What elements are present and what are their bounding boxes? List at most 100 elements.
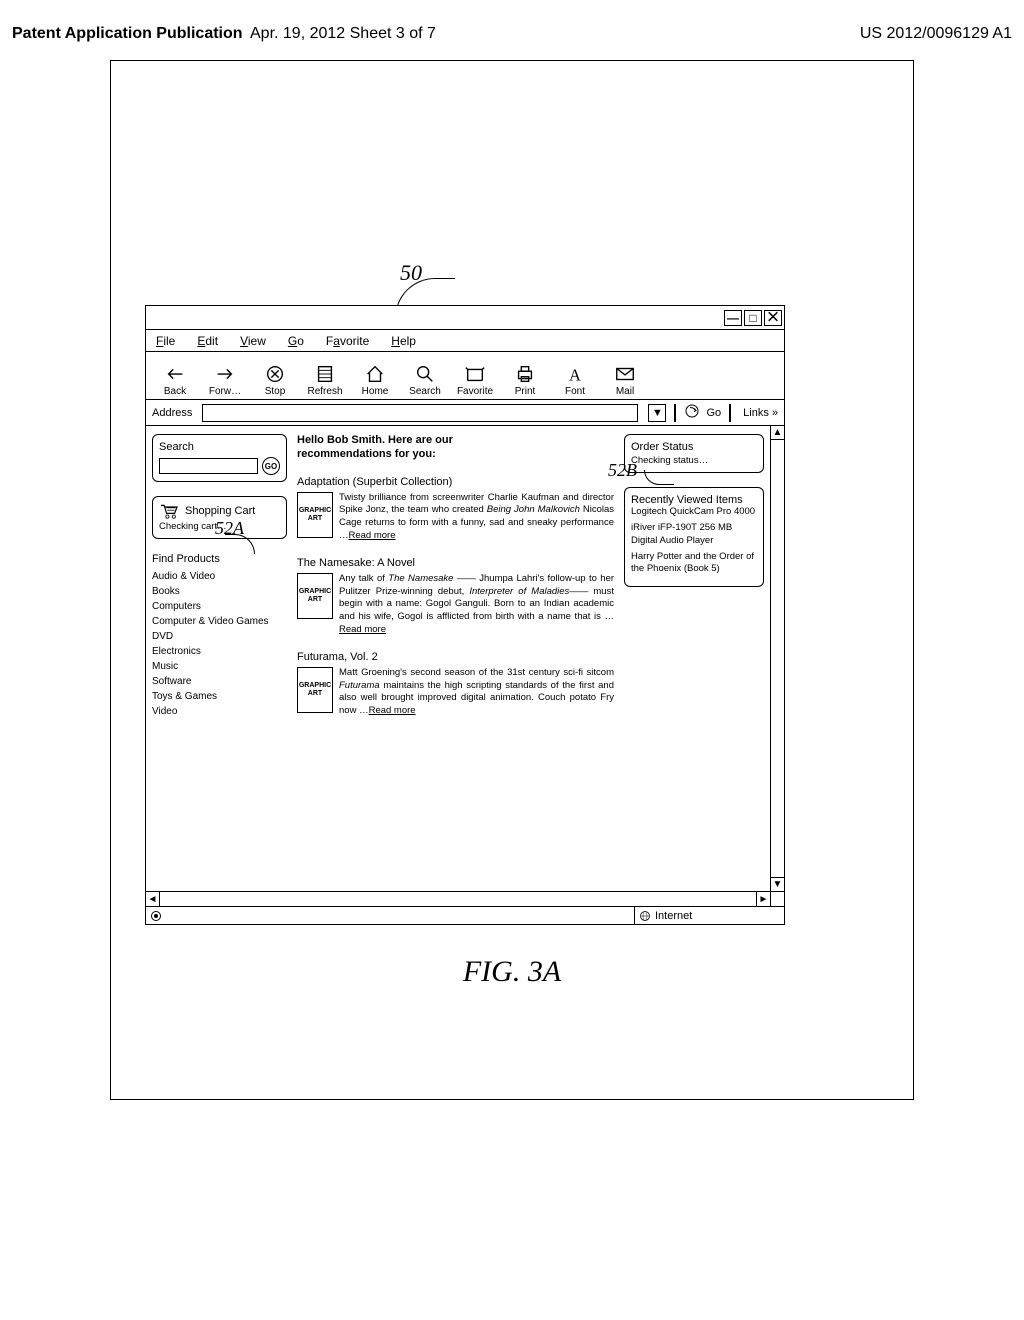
figure-label: FIG. 3A xyxy=(0,955,1024,989)
greeting: Hello Bob Smith. Here are our recommenda… xyxy=(297,434,477,462)
menu-favorite[interactable]: Favorite xyxy=(326,334,369,348)
font-icon: A xyxy=(564,363,586,385)
menu-edit[interactable]: Edit xyxy=(197,334,218,348)
read-more-link[interactable]: Read more xyxy=(369,705,416,716)
address-input[interactable] xyxy=(202,404,638,422)
recommendation: The Namesake: A Novel GRAPHIC ARTAny talk… xyxy=(297,557,614,637)
pub-header-right: US 2012/0096129 A1 xyxy=(860,25,1012,43)
status-icon xyxy=(150,910,162,922)
font-button[interactable]: A Font xyxy=(556,363,594,397)
stop-icon xyxy=(264,363,286,385)
rec-body: GRAPHIC ARTTwisty brilliance from screen… xyxy=(297,492,614,543)
category-item[interactable]: Electronics xyxy=(152,644,287,659)
category-item[interactable]: Computer & Video Games xyxy=(152,614,287,629)
maximize-button[interactable]: □ xyxy=(744,310,762,326)
go-label[interactable]: Go xyxy=(706,407,721,419)
horizontal-scrollbar[interactable]: ◄ ► xyxy=(146,892,784,906)
category-item[interactable]: Toys & Games xyxy=(152,689,287,704)
stop-button[interactable]: Stop xyxy=(256,363,294,397)
graphic-art-placeholder: GRAPHIC ART xyxy=(297,573,333,619)
category-item[interactable]: Video xyxy=(152,704,287,719)
categories-panel: Find Products Audio & VideoBooksComputer… xyxy=(152,553,287,719)
order-status-title: Order Status xyxy=(631,441,757,453)
read-more-link[interactable]: Read more xyxy=(339,624,386,635)
menubar: File Edit View Go Favorite Help xyxy=(146,330,784,352)
search-button[interactable]: Search xyxy=(406,363,444,397)
address-dropdown[interactable]: ▼ xyxy=(648,404,666,422)
mail-button[interactable]: Mail xyxy=(606,363,644,397)
recent-item[interactable]: iRiver iFP-190T 256 MB Digital Audio Pla… xyxy=(631,522,757,547)
forward-button[interactable]: Forw… xyxy=(206,363,244,397)
category-item[interactable]: Computers xyxy=(152,599,287,614)
menu-go[interactable]: Go xyxy=(288,334,304,348)
graphic-art-placeholder: GRAPHIC ART xyxy=(297,492,333,538)
scroll-down-icon[interactable]: ▼ xyxy=(771,877,784,891)
recently-viewed-list: Logitech QuickCam Pro 4000 iRiver iFP-190… xyxy=(631,506,757,576)
read-more-link[interactable]: Read more xyxy=(349,530,396,541)
page-body: Search GO Shopping Cart Checking cart… F… xyxy=(146,426,770,891)
rec-text: Any talk of The Namesake —— Jhumpa Lahri… xyxy=(339,573,614,637)
mail-icon xyxy=(614,363,636,385)
recently-viewed-panel: Recently Viewed Items Logitech QuickCam … xyxy=(624,487,764,587)
vertical-scrollbar[interactable]: ▲ ▼ xyxy=(770,426,784,891)
rec-title[interactable]: Adaptation (Superbit Collection) xyxy=(297,476,614,488)
menu-help[interactable]: Help xyxy=(391,334,416,348)
right-column: Order Status Checking status… Recently V… xyxy=(624,434,764,883)
close-button[interactable]: ⨉ xyxy=(764,310,782,326)
favorite-button[interactable]: Favorite xyxy=(456,363,494,397)
home-icon xyxy=(364,363,386,385)
category-item[interactable]: Music xyxy=(152,659,287,674)
toolbar-sep xyxy=(674,404,676,422)
favorite-icon xyxy=(464,363,486,385)
print-button[interactable]: Print xyxy=(506,363,544,397)
globe-icon xyxy=(639,910,651,922)
rec-body: GRAPHIC ARTAny talk of The Namesake —— J… xyxy=(297,573,614,637)
menu-file[interactable]: File xyxy=(156,334,175,348)
scroll-corner xyxy=(770,892,784,906)
recommendation: Futurama, Vol. 2 GRAPHIC ARTMatt Groening… xyxy=(297,651,614,718)
cart-icon xyxy=(159,503,179,519)
hscroll-track[interactable] xyxy=(160,892,756,906)
recent-item[interactable]: Logitech QuickCam Pro 4000 xyxy=(631,506,757,518)
svg-text:A: A xyxy=(569,365,581,384)
scroll-track[interactable] xyxy=(771,440,784,877)
search-go-button[interactable]: GO xyxy=(262,457,280,475)
search-icon xyxy=(414,363,436,385)
refresh-button[interactable]: Refresh xyxy=(306,363,344,397)
rec-text: Twisty brilliance from screenwriter Char… xyxy=(339,492,614,543)
ref-52B: 52B xyxy=(608,460,637,481)
scroll-up-icon[interactable]: ▲ xyxy=(771,426,784,440)
rec-title[interactable]: The Namesake: A Novel xyxy=(297,557,614,569)
category-item[interactable]: Books xyxy=(152,584,287,599)
order-status-text: Checking status… xyxy=(631,455,757,466)
address-label: Address xyxy=(152,407,192,419)
category-list: Audio & VideoBooksComputersComputer & Vi… xyxy=(152,569,287,719)
print-icon xyxy=(514,363,536,385)
forward-icon xyxy=(214,363,236,385)
category-item[interactable]: Audio & Video xyxy=(152,569,287,584)
content-area: Search GO Shopping Cart Checking cart… F… xyxy=(146,426,784,892)
search-input[interactable] xyxy=(159,458,258,474)
category-item[interactable]: DVD xyxy=(152,629,287,644)
browser-window: — □ ⨉ File Edit View Go Favorite Help Ba… xyxy=(145,305,785,925)
pub-header-left: Patent Application Publication xyxy=(12,25,243,43)
toolbar: Back Forw… Stop Refresh Home Search Favo… xyxy=(146,352,784,400)
recommendations: Adaptation (Superbit Collection) GRAPHIC … xyxy=(297,476,614,733)
scroll-right-icon[interactable]: ► xyxy=(756,892,770,906)
scroll-left-icon[interactable]: ◄ xyxy=(146,892,160,906)
search-title: Search xyxy=(159,441,280,453)
rec-title[interactable]: Futurama, Vol. 2 xyxy=(297,651,614,663)
menu-view[interactable]: View xyxy=(240,334,266,348)
go-icon[interactable] xyxy=(684,403,700,422)
back-button[interactable]: Back xyxy=(156,363,194,397)
home-button[interactable]: Home xyxy=(356,363,394,397)
category-item[interactable]: Software xyxy=(152,674,287,689)
rec-body: GRAPHIC ARTMatt Groening's second season… xyxy=(297,667,614,718)
status-zone: Internet xyxy=(634,907,784,924)
back-icon xyxy=(164,363,186,385)
links-label[interactable]: Links » xyxy=(743,407,778,419)
minimize-button[interactable]: — xyxy=(724,310,742,326)
recent-item[interactable]: Harry Potter and the Order of the Phoeni… xyxy=(631,551,757,576)
cart-label[interactable]: Shopping Cart xyxy=(185,505,255,517)
rec-text: Matt Groening's second season of the 31s… xyxy=(339,667,614,718)
